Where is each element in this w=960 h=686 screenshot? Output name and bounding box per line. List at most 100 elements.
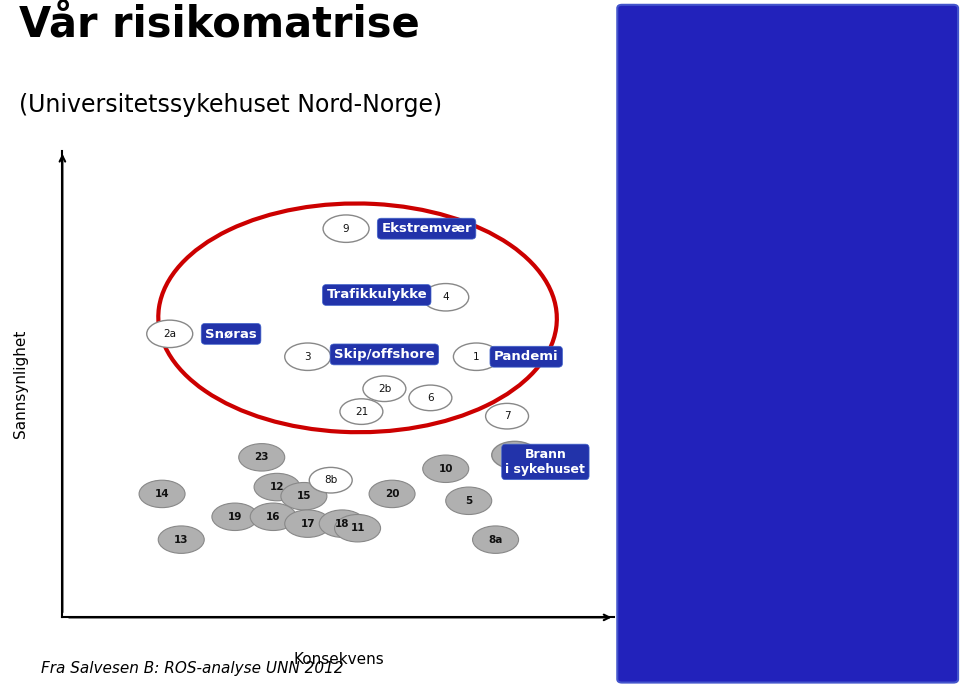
Text: Stor trafikkulykke: Stor trafikkulykke [698, 149, 805, 162]
Text: 4.: 4. [635, 149, 646, 162]
Text: 22: 22 [508, 450, 521, 460]
Circle shape [324, 215, 369, 242]
Text: 12.: 12. [627, 370, 646, 383]
Text: 11.: 11. [627, 348, 646, 362]
Text: NBC-ulykke: NBC-ulykke [698, 237, 768, 250]
Text: Sikkerhetstrussel: Sikkerhetstrussel [698, 592, 804, 605]
Text: forbruksmateriell: forbruksmateriell [733, 414, 839, 427]
Circle shape [486, 403, 529, 429]
Circle shape [492, 441, 538, 469]
Text: 20: 20 [385, 489, 399, 499]
Circle shape [309, 467, 352, 493]
Text: 16: 16 [266, 512, 280, 522]
Text: 18.: 18. [627, 547, 646, 560]
Text: 1: 1 [473, 352, 480, 362]
Text: 6.: 6. [635, 193, 646, 206]
Text: 1.: 1. [635, 16, 646, 29]
Text: 5.: 5. [635, 172, 646, 184]
Text: Sannsynlighet: Sannsynlighet [12, 330, 28, 438]
Text: Fra Salvesen B: ROS-analyse UNN 2012: Fra Salvesen B: ROS-analyse UNN 2012 [40, 661, 344, 676]
Circle shape [369, 480, 415, 508]
Text: 18: 18 [335, 519, 349, 529]
Text: Svikt i renovasjon: Svikt i renovasjon [698, 569, 806, 582]
Text: Svikt i ventilasjon: Svikt i ventilasjon [698, 525, 805, 539]
Circle shape [340, 399, 383, 425]
Text: Industriulykke: Industriulykke [698, 215, 784, 228]
Text: 2.: 2. [635, 38, 646, 51]
Text: Svikt i forsyning av medisinske: Svikt i forsyning av medisinske [698, 437, 888, 450]
Text: Konsekvens: Konsekvens [293, 652, 384, 667]
Text: Svikt i avløpssystem: Svikt i avløpssystem [698, 370, 824, 383]
Text: 3: 3 [304, 352, 311, 362]
Circle shape [285, 343, 331, 370]
Text: Svikt i elektrisitetsforsyning: Svikt i elektrisitetsforsyning [698, 326, 869, 339]
Text: 19.: 19. [627, 569, 646, 582]
Text: 21.: 21. [627, 614, 646, 627]
Text: Svikt i kjøleanlegg: Svikt i kjøleanlegg [698, 504, 809, 516]
Circle shape [445, 487, 492, 514]
Text: 10: 10 [439, 464, 453, 474]
Circle shape [251, 503, 297, 530]
Circle shape [453, 343, 499, 370]
Text: 15.: 15. [627, 481, 646, 494]
Text: Pandemi: Pandemi [494, 351, 559, 363]
Text: 7.: 7. [635, 215, 646, 228]
Circle shape [422, 455, 468, 482]
Text: (Universitetssykehuset Nord-Norge): (Universitetssykehuset Nord-Norge) [19, 93, 443, 117]
Text: Pandemi: Pandemi [698, 16, 751, 29]
Text: 7: 7 [504, 411, 511, 421]
Text: b.    kjemikalieulykke: b. kjemikalieulykke [733, 282, 862, 295]
Text: Svikt i vannforsyning: Svikt i vannforsyning [698, 348, 827, 362]
Text: 17.: 17. [627, 525, 646, 539]
Text: 9.: 9. [635, 304, 646, 317]
Text: 15: 15 [297, 491, 311, 501]
Text: Brann
i sykehuset: Brann i sykehuset [506, 448, 586, 476]
Text: 22.: 22. [627, 636, 646, 649]
Text: 3.: 3. [635, 105, 646, 118]
Text: Snøras: Snøras [205, 327, 257, 340]
Text: 23: 23 [254, 452, 269, 462]
Text: 10.: 10. [627, 326, 646, 339]
Text: b.    jordras: b. jordras [733, 82, 803, 95]
Text: 23.: 23. [627, 658, 646, 671]
Circle shape [212, 503, 258, 530]
Text: Svikt i legemiddelforsyning: Svikt i legemiddelforsyning [698, 481, 864, 494]
Text: 2b: 2b [378, 383, 391, 394]
Text: 4: 4 [443, 292, 449, 303]
Text: a.    atomulykke: a. atomulykke [733, 260, 831, 273]
Text: 16.: 16. [627, 504, 646, 516]
Text: Trafikkulykke: Trafikkulykke [326, 289, 427, 301]
Circle shape [422, 283, 468, 311]
Circle shape [254, 473, 300, 501]
Text: Massefravær av ansatte: Massefravær av ansatte [698, 658, 847, 671]
Text: 2a: 2a [163, 329, 177, 339]
Text: 14: 14 [155, 489, 169, 499]
Text: offshore): offshore) [733, 127, 788, 140]
Circle shape [139, 480, 185, 508]
Text: Brann: Brann [698, 193, 734, 206]
Text: Svikt i oppvarming: Svikt i oppvarming [698, 547, 812, 560]
Text: 20.: 20. [627, 592, 646, 605]
Text: 12: 12 [270, 482, 284, 492]
Text: Ras: Ras [698, 38, 720, 51]
Text: 8b: 8b [324, 475, 337, 485]
Circle shape [147, 320, 193, 348]
Text: Flyulykke: Flyulykke [698, 172, 755, 184]
Text: 14.: 14. [627, 437, 646, 450]
Circle shape [363, 376, 406, 401]
Text: 5: 5 [465, 496, 472, 506]
Text: gasser og trykkluft: gasser og trykkluft [733, 459, 849, 472]
Text: Skipsulykke (cruise/hurtigbåt,: Skipsulykke (cruise/hurtigbåt, [698, 104, 880, 118]
Circle shape [409, 385, 452, 411]
Text: a.    snøras: a. snøras [733, 60, 801, 73]
Circle shape [472, 526, 518, 554]
Text: 21: 21 [355, 407, 368, 416]
Circle shape [158, 526, 204, 554]
Text: Vår risikomatrise: Vår risikomatrise [19, 3, 420, 45]
Text: Ekstremvær: Ekstremvær [698, 304, 773, 317]
Text: 8.: 8. [635, 237, 646, 250]
Text: 11: 11 [350, 523, 365, 533]
Text: Skip/offshore: Skip/offshore [334, 348, 435, 361]
Circle shape [285, 510, 331, 537]
Text: IKT svikt: IKT svikt [698, 614, 749, 627]
